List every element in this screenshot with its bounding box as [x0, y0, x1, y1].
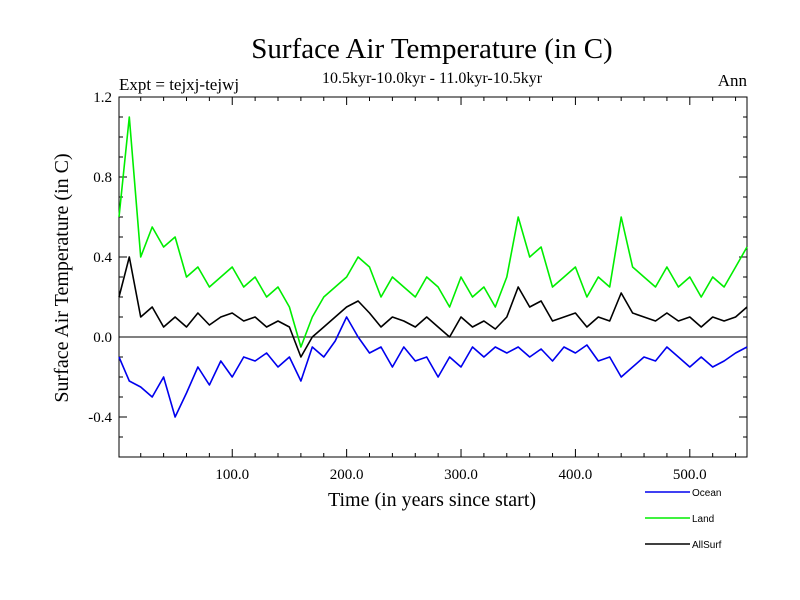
plot-area: 100.0 200.0 300.0 400.0 500.0 -0.4 0.0 0.4 0.8 1.… — [88, 90, 748, 483]
y-tick-label: -0.4 — [88, 410, 112, 426]
y-tick-label: 0.4 — [93, 250, 112, 266]
y-tick-label: 0.8 — [93, 170, 112, 186]
x-tick-label: 100.0 — [215, 467, 249, 483]
chart-experiment: Expt = tejxj-tejwj — [119, 75, 239, 94]
x-tick-label: 500.0 — [673, 467, 707, 483]
x-axis-label: Time (in years since start) — [328, 489, 536, 511]
series-line-land — [118, 116, 748, 348]
series-line-ocean — [118, 316, 748, 418]
chart-period: Ann — [718, 71, 748, 90]
y-tick-label: 1.2 — [93, 90, 112, 106]
legend-label-allsurf: AllSurf — [692, 540, 722, 551]
x-tick-label: 300.0 — [444, 467, 478, 483]
x-tick-label: 400.0 — [559, 467, 593, 483]
legend-label-ocean: Ocean — [692, 488, 721, 499]
series-line-allsurf — [118, 256, 748, 358]
y-axis-label: Surface Air Temperature (in C) — [51, 153, 73, 402]
chart-title: Surface Air Temperature (in C) — [251, 33, 612, 65]
chart-subtitle: 10.5kyr-10.0kyr - 11.0kyr-10.5kyr — [322, 70, 543, 87]
y-tick-label: 0.0 — [93, 330, 112, 346]
legend-label-land: Land — [692, 514, 714, 525]
plot-frame — [118, 96, 748, 458]
legend: Ocean Land AllSurf — [645, 488, 722, 551]
x-tick-label: 200.0 — [330, 467, 364, 483]
